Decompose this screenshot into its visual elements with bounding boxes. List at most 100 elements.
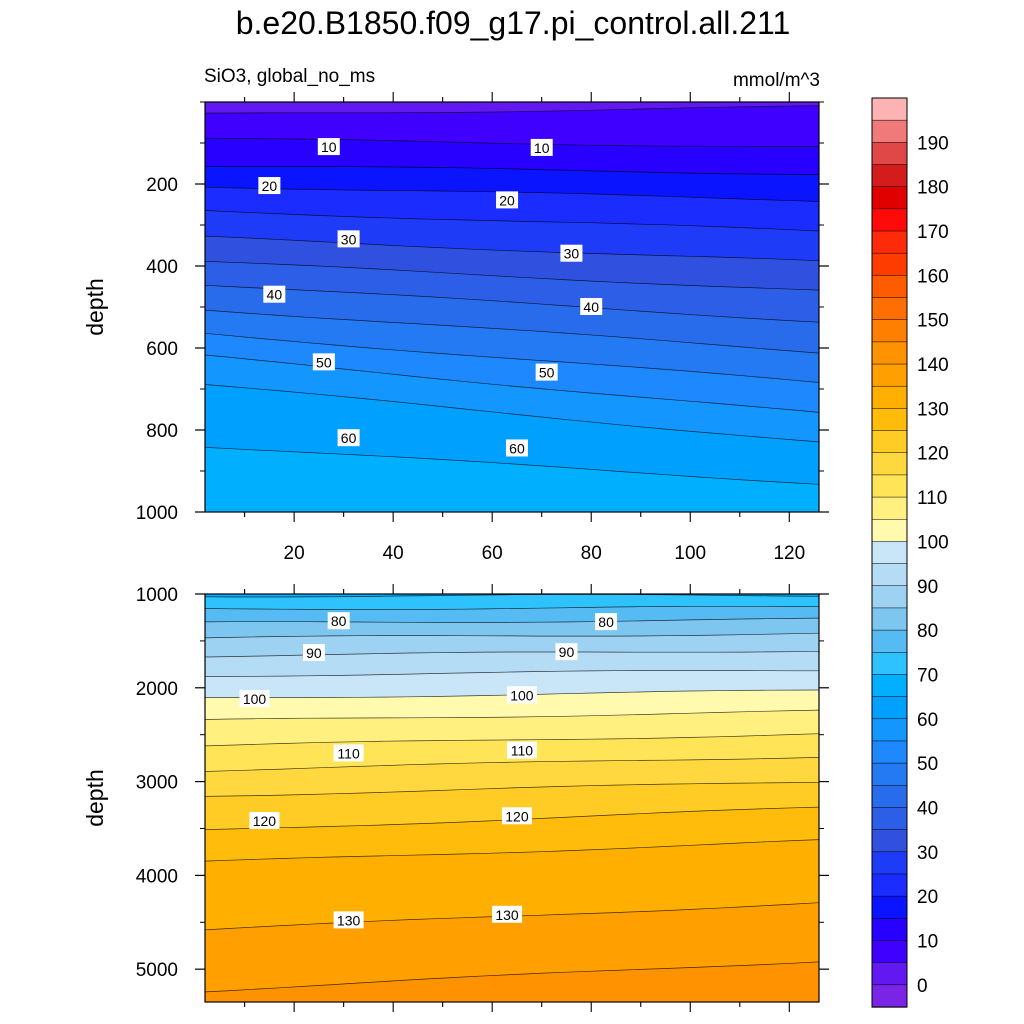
colorbar-tick-label: 170 [917, 222, 949, 243]
svg-text:20: 20 [499, 192, 515, 208]
contour-label: 10 [317, 138, 340, 156]
y-tick-label: 600 [146, 339, 178, 360]
contour-label: 40 [580, 298, 603, 315]
colorbar-swatch [871, 430, 908, 454]
colorbar-tick-label: 30 [917, 843, 938, 864]
y-tick-label: 2000 [136, 679, 178, 700]
colorbar-swatch [871, 607, 908, 631]
svg-text:100: 100 [510, 687, 534, 703]
contour-line [205, 605, 819, 610]
colorbar-swatch [871, 696, 908, 720]
contour-line [205, 137, 819, 147]
contour-line [205, 354, 819, 413]
colorbar-swatch [871, 918, 908, 942]
contour-label: 100 [239, 690, 270, 708]
colorbar-tick-label: 70 [917, 665, 938, 686]
y-tick-label: 400 [146, 257, 178, 278]
colorbar-swatch [871, 940, 908, 964]
contour-line [205, 781, 819, 797]
contour-line [205, 594, 819, 598]
contour-line [205, 105, 819, 114]
colorbar-tick-label: 190 [917, 133, 949, 154]
colorbar-tick-label: 150 [917, 311, 949, 332]
contour-line [205, 650, 819, 658]
colorbar-swatch [871, 252, 908, 277]
contour-label: 20 [258, 177, 281, 195]
colorbar-swatch [871, 142, 908, 166]
y-tick-label: 4000 [136, 866, 178, 887]
colorbar-tick-label: 120 [917, 444, 949, 465]
contour-line [205, 709, 819, 720]
colorbar-swatch [871, 230, 908, 254]
colorbar-swatch [871, 674, 908, 698]
contour-label: 100 [506, 686, 537, 704]
colorbar-swatch [871, 452, 908, 476]
colorbar-tick-label: 160 [917, 266, 949, 287]
colorbar-swatch [871, 119, 908, 143]
svg-text:30: 30 [341, 231, 357, 247]
y-tick-label: 200 [146, 175, 178, 196]
contour-label: 110 [333, 744, 364, 762]
contour-label: 30 [560, 244, 583, 262]
contour-line [205, 384, 819, 443]
colorbar-tick-label: 130 [917, 399, 949, 420]
svg-text:50: 50 [539, 365, 555, 381]
colorbar-swatch [871, 385, 908, 410]
colorbar-swatch [871, 541, 908, 565]
svg-text:80: 80 [331, 613, 347, 629]
units-subtitle: mmol/m^3 [733, 70, 820, 91]
colorbar-swatch [871, 363, 908, 387]
contour-line [205, 632, 819, 639]
contour-line [205, 332, 819, 383]
x-tick-label: 60 [482, 543, 503, 564]
colorbar-swatch [871, 341, 908, 365]
svg-text:80: 80 [598, 614, 614, 630]
colorbar-tick-label: 90 [917, 577, 938, 598]
contour-line [205, 839, 819, 862]
contour-label: 60 [337, 429, 360, 447]
contour-line [205, 757, 819, 772]
svg-text:110: 110 [337, 745, 360, 761]
y-tick-label: 1000 [136, 585, 178, 606]
colorbar-tick-label: 60 [917, 710, 938, 731]
contour-label: 80 [327, 612, 350, 630]
contour-label: 120 [249, 811, 280, 829]
colorbar-swatch [871, 807, 908, 831]
contour-line [205, 617, 819, 623]
colorbar-tick-label: 80 [917, 621, 938, 642]
contour-label: 130 [333, 911, 364, 929]
colorbar-swatch [871, 652, 908, 676]
colorbar-swatch [871, 873, 908, 897]
colorbar-swatch [871, 496, 908, 520]
contour-label: 80 [595, 613, 618, 631]
y-tick-label: 3000 [136, 773, 178, 794]
colorbar-swatch [871, 474, 908, 498]
x-tick-label: 40 [383, 543, 404, 564]
colorbar: 0 10 20 30 40 50 60 70 80 90 100 110 120 130 140 150 160… [871, 97, 949, 1008]
contour-label: 50 [312, 353, 335, 371]
contour-label: 130 [492, 905, 523, 923]
contour-line [205, 165, 819, 175]
upper-depth-panel: 10 10 20 20 30 30 40 40 50 50 60 60 200 400 600 800 1000… [82, 92, 829, 564]
y-axis-label: depth [82, 769, 108, 827]
contour-line [205, 261, 819, 291]
colorbar-swatch [871, 297, 908, 321]
colorbar-swatch [871, 785, 908, 809]
colorbar-swatch [871, 97, 908, 121]
svg-text:50: 50 [316, 354, 332, 370]
svg-text:120: 120 [505, 808, 529, 824]
colorbar-swatch [871, 408, 908, 432]
contour-line [205, 961, 819, 993]
svg-text:130: 130 [495, 907, 519, 923]
colorbar-swatch [871, 518, 908, 543]
colorbar-swatch [871, 186, 908, 210]
x-tick-label: 120 [773, 543, 805, 564]
colorbar-tick-label: 40 [917, 798, 938, 819]
lower-depth-panel: 80 80 90 90 100 100 110 110 120 120 130 130 1000 2000… [82, 584, 829, 1012]
colorbar-tick-label: 20 [917, 887, 938, 908]
colorbar-swatch [871, 851, 908, 875]
plot-frame [204, 593, 820, 1003]
contour-label: 30 [337, 230, 360, 248]
colorbar-swatch [871, 319, 908, 343]
variable-subtitle: SiO3, global_no_ms [204, 66, 375, 87]
